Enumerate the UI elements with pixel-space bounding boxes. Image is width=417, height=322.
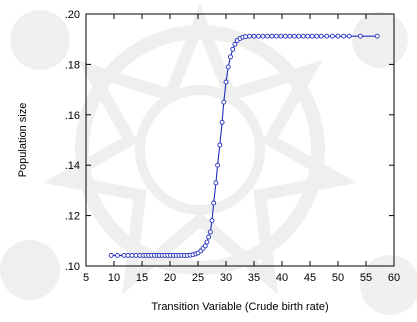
data-point — [206, 234, 212, 240]
data-point — [121, 252, 127, 258]
data-point — [260, 33, 266, 39]
data-point — [108, 252, 114, 258]
data-point — [217, 142, 223, 148]
data-point — [318, 33, 324, 39]
y-tick-label: .10 — [65, 261, 80, 273]
data-point — [329, 33, 335, 39]
data-point — [264, 33, 270, 39]
data-point — [225, 64, 231, 70]
data-point — [341, 33, 347, 39]
data-point — [309, 33, 315, 39]
data-point — [346, 33, 352, 39]
data-point — [357, 33, 363, 39]
data-point — [133, 252, 139, 258]
data-point — [287, 33, 293, 39]
x-axis-title: Transition Variable (Crude birth rate) — [151, 301, 328, 313]
data-point — [269, 33, 275, 39]
series-line — [111, 35, 378, 256]
watermark-ornament — [0, 3, 417, 315]
data-point — [282, 33, 288, 39]
x-tick-label: 25 — [192, 272, 204, 284]
data-point — [232, 41, 238, 47]
data-point — [243, 34, 249, 40]
series-layer — [108, 33, 380, 258]
y-tick-label: .12 — [65, 211, 80, 223]
x-tick-label: 50 — [332, 272, 344, 284]
data-point — [221, 99, 227, 105]
data-point — [219, 119, 225, 125]
data-point — [291, 33, 297, 39]
data-point — [223, 79, 229, 85]
data-point — [324, 33, 330, 39]
x-tick-label: 30 — [220, 272, 232, 284]
axes: 5 10 15 20 25 30 35 40 45 50 55 60 .10 .12 .14 .16 .18 .2… — [65, 9, 400, 284]
data-point — [278, 33, 284, 39]
y-tick-label: .20 — [65, 9, 80, 21]
data-point — [228, 54, 233, 60]
y-tick-label: .18 — [65, 59, 80, 71]
x-tick-label: 40 — [276, 272, 288, 284]
data-point — [204, 239, 210, 245]
x-tick-label: 45 — [304, 272, 316, 284]
data-point — [129, 252, 135, 258]
data-point — [114, 252, 120, 258]
y-tick-label: .16 — [65, 110, 80, 122]
data-point — [211, 200, 217, 206]
x-tick-label: 55 — [360, 272, 372, 284]
data-point — [230, 46, 236, 52]
data-point — [251, 33, 257, 39]
x-tick-label: 5 — [83, 272, 89, 284]
data-point — [215, 162, 221, 168]
data-point — [273, 33, 279, 39]
y-tick-label: .14 — [65, 160, 80, 172]
data-point — [335, 33, 341, 39]
data-point — [314, 33, 320, 39]
data-point — [300, 33, 306, 39]
data-point — [247, 33, 252, 39]
data-point — [213, 180, 219, 186]
data-point — [125, 252, 131, 258]
data-point — [209, 218, 215, 224]
x-tick-label: 20 — [164, 272, 176, 284]
plot-frame — [85, 13, 395, 267]
data-point — [296, 33, 302, 39]
data-point — [374, 33, 380, 39]
data-point — [207, 229, 213, 235]
x-tick-label: 10 — [108, 272, 120, 284]
y-axis-title: Population size — [17, 103, 29, 178]
data-point — [305, 33, 311, 39]
x-tick-label: 35 — [248, 272, 260, 284]
x-tick-label: 60 — [388, 272, 400, 284]
data-point — [256, 33, 261, 39]
x-tick-label: 15 — [136, 272, 148, 284]
